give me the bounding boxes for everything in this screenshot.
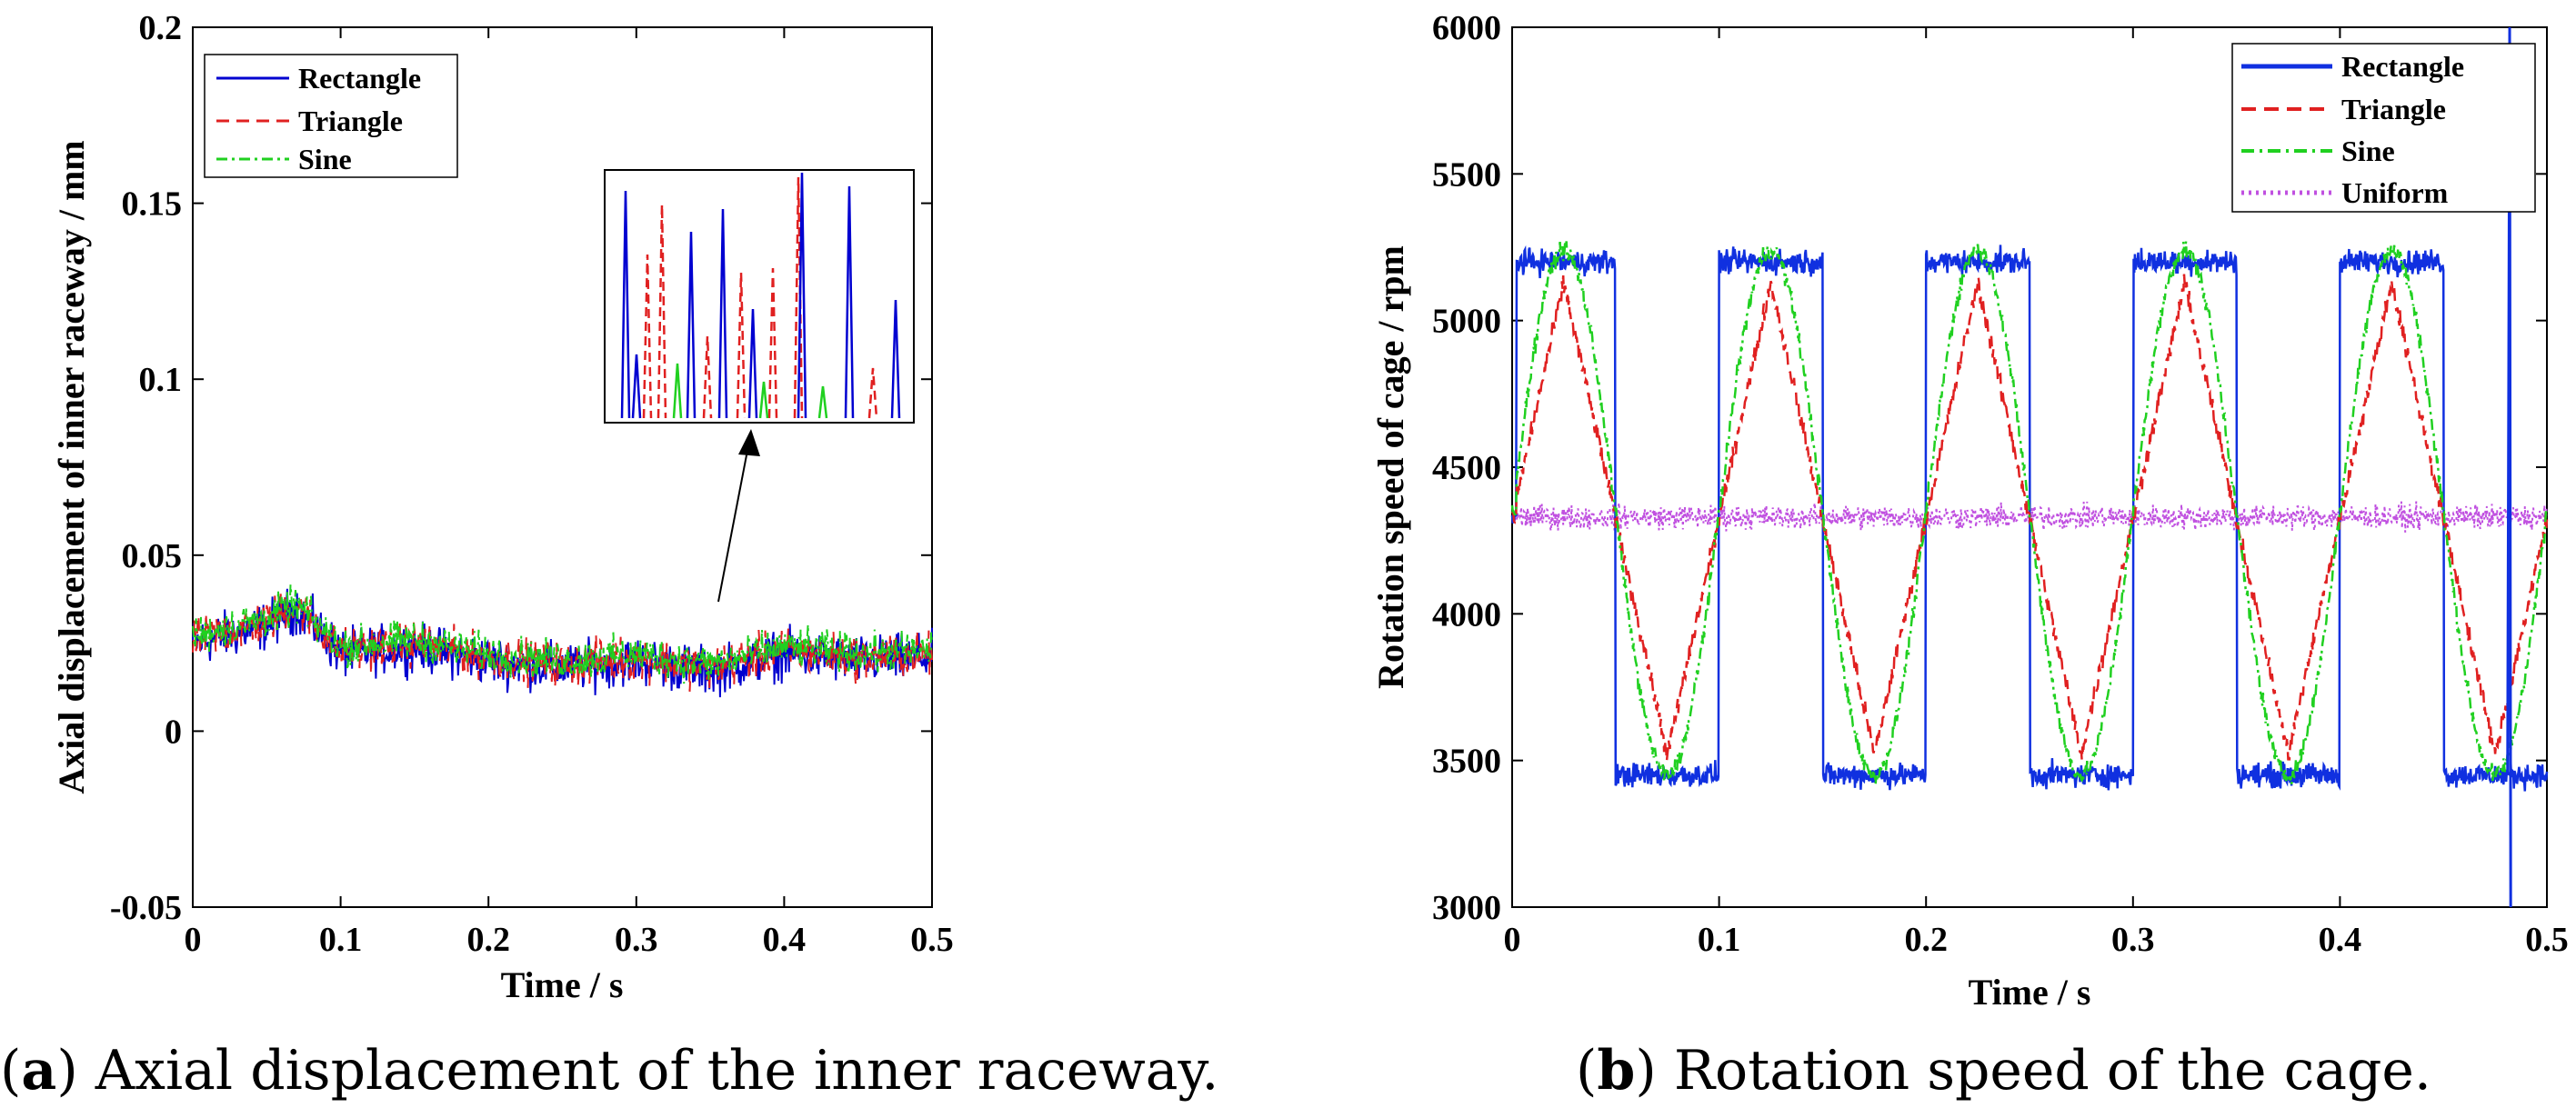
b-ytick-label: 6000 [1432, 9, 1501, 47]
caption-letter-a: a [21, 1039, 56, 1103]
a-ytick-label: 0.05 [122, 537, 183, 575]
inset-spike [620, 190, 631, 419]
b-ytick-label: 3500 [1432, 743, 1501, 781]
a-xtick-label: 0.2 [466, 921, 510, 959]
inset-spike [747, 308, 758, 419]
b-xtick-label: 0.4 [2319, 921, 2362, 959]
b-ytick-label: 4000 [1432, 595, 1501, 634]
inset-spike [867, 367, 878, 419]
b-ytick-label: 4500 [1432, 449, 1501, 487]
a-xtick-label: 0.1 [319, 921, 363, 959]
xlabel-b: Time / s [1969, 972, 2091, 1013]
b-xtick-label: 0 [1504, 921, 1521, 959]
inset-spike [736, 272, 747, 419]
a-xtick-label: 0.4 [763, 921, 807, 959]
inset-spike [642, 254, 653, 419]
legend-label-uniform-b: Uniform [2341, 176, 2449, 209]
inset-spike [717, 208, 728, 419]
b-ytick-label: 5500 [1432, 155, 1501, 194]
a-ytick-label: 0.2 [139, 9, 183, 47]
a-ytick-label: -0.05 [110, 889, 182, 927]
ylabel-a: Axial displacement of inner raceway / mm [51, 140, 92, 794]
inset-spike [797, 172, 807, 419]
inset-arrowhead [738, 429, 760, 456]
xlabel-a: Time / s [501, 964, 624, 1005]
legend-label-triangle-b: Triangle [2341, 93, 2446, 125]
a-xtick-label: 0 [185, 921, 202, 959]
ylabel-b: Rotation speed of cage / rpm [1370, 245, 1411, 689]
series-line-sine-b [1510, 240, 2549, 784]
axis-ticks-b: 0 0.1 0.2 0.3 0.4 0.5 3000 3500 4000 4500 5000 5500… [1432, 9, 2569, 959]
a-ytick-label: 0.15 [122, 185, 183, 224]
inset-spike [890, 299, 901, 419]
series-group-b [1510, 26, 2549, 908]
b-xtick-label: 0.1 [1698, 921, 1741, 959]
chart-cage-speed: 0 0.1 0.2 0.3 0.4 0.5 3000 3500 4000 4500 5000 5500… [1370, 9, 2569, 1013]
b-ytick-label: 3000 [1432, 889, 1501, 927]
inset-spike [686, 231, 697, 419]
legend-label-sine-a: Sine [298, 143, 352, 175]
caption-a: (a) Axial displacement of the inner race… [0, 1039, 1218, 1103]
legend-label-rectangle-b: Rectangle [2341, 50, 2464, 83]
series-line-sine-a [192, 584, 933, 684]
inset-spike [817, 385, 828, 419]
legend-b: Rectangle Triangle Sine Uniform [2231, 43, 2536, 213]
caption-text-b: Rotation speed of the cage. [1657, 1039, 2431, 1103]
series-spike-rectangle-b [2506, 26, 2512, 908]
inset-zoom [604, 169, 915, 603]
caption-b: (b) Rotation speed of the cage. [1576, 1039, 2431, 1103]
series-line-triangle-a [192, 594, 933, 692]
inset-spike [702, 335, 713, 419]
b-xtick-label: 0.5 [2525, 921, 2569, 959]
series-group-a [192, 584, 933, 698]
a-ytick-label: 0 [165, 713, 182, 751]
inset-spike [758, 381, 769, 419]
b-xtick-label: 0.2 [1904, 921, 1948, 959]
inset-spike [767, 267, 778, 419]
a-ytick-label: 0.1 [139, 361, 183, 399]
a-xtick-label: 0.5 [910, 921, 954, 959]
b-xtick-label: 0.3 [2111, 921, 2155, 959]
legend-label-sine-b: Sine [2341, 135, 2395, 167]
series-line-rectangle-b [1510, 245, 2549, 792]
inset-spike [631, 354, 642, 419]
legend-label-triangle-a: Triangle [298, 105, 403, 137]
inset-spike [793, 176, 804, 419]
legend-a: Rectangle Triangle Sine [204, 54, 458, 178]
caption-letter-b: b [1597, 1039, 1635, 1103]
inset-spike [672, 363, 683, 419]
series-line-triangle-b [1510, 274, 2549, 762]
a-xtick-label: 0.3 [615, 921, 658, 959]
caption-text-a: Axial displacement of the inner raceway. [78, 1039, 1219, 1103]
b-ytick-label: 5000 [1432, 303, 1501, 341]
inset-spike [657, 204, 667, 419]
inset-spike [844, 185, 855, 419]
inset-arrow [717, 435, 751, 603]
legend-label-rectangle-a: Rectangle [298, 62, 421, 95]
